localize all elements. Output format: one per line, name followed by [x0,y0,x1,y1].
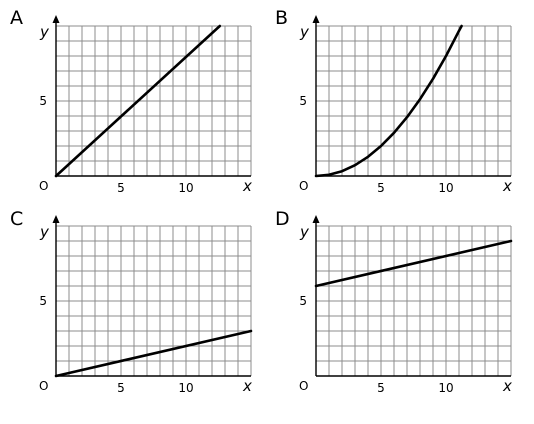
x-tick-label: 5 [117,181,125,195]
y-axis-label: y [299,23,310,41]
series-line [54,329,253,378]
grid [56,225,252,376]
x-tick-label: 5 [377,181,385,195]
y-tick-label: 5 [299,94,307,108]
grid [316,25,512,176]
origin-label: O [39,379,48,393]
panel-c: Cy x O 5 10 5 [10,208,253,395]
x-tick-label: 10 [438,181,453,195]
origin-label: O [299,179,308,193]
origin-label: O [39,179,48,193]
x-tick-label: 5 [377,381,385,395]
panel-b: By x O 5 10 5 [275,7,512,195]
panel-label: B [275,7,288,29]
y-axis-label: y [39,223,50,241]
x-tick-label: 10 [438,381,453,395]
series-line [314,239,513,288]
y-axis-label: y [39,23,50,41]
y-axis-arrow [52,15,60,23]
panel-label: A [10,7,23,29]
y-axis-arrow [52,215,60,223]
origin-label: O [299,379,308,393]
panel-label: C [10,208,23,230]
y-axis-label: y [299,223,310,241]
x-tick-label: 10 [178,181,193,195]
series-line [314,24,463,178]
panel-label: D [275,208,290,230]
y-tick-label: 5 [299,294,307,308]
x-axis-label: x [242,177,252,195]
series-line [54,24,222,178]
x-axis-label: x [242,377,252,395]
panel-d: Dy x O 5 10 5 [275,208,513,395]
grid [56,25,252,176]
y-axis-arrow [312,15,320,23]
x-axis-label: x [502,177,512,195]
panel-a: Ay x O 5 10 5 [10,7,252,195]
y-axis-arrow [312,215,320,223]
x-tick-label: 10 [178,381,193,395]
x-axis-label: x [502,377,512,395]
y-tick-label: 5 [39,94,47,108]
y-tick-label: 5 [39,294,47,308]
x-tick-label: 5 [117,381,125,395]
